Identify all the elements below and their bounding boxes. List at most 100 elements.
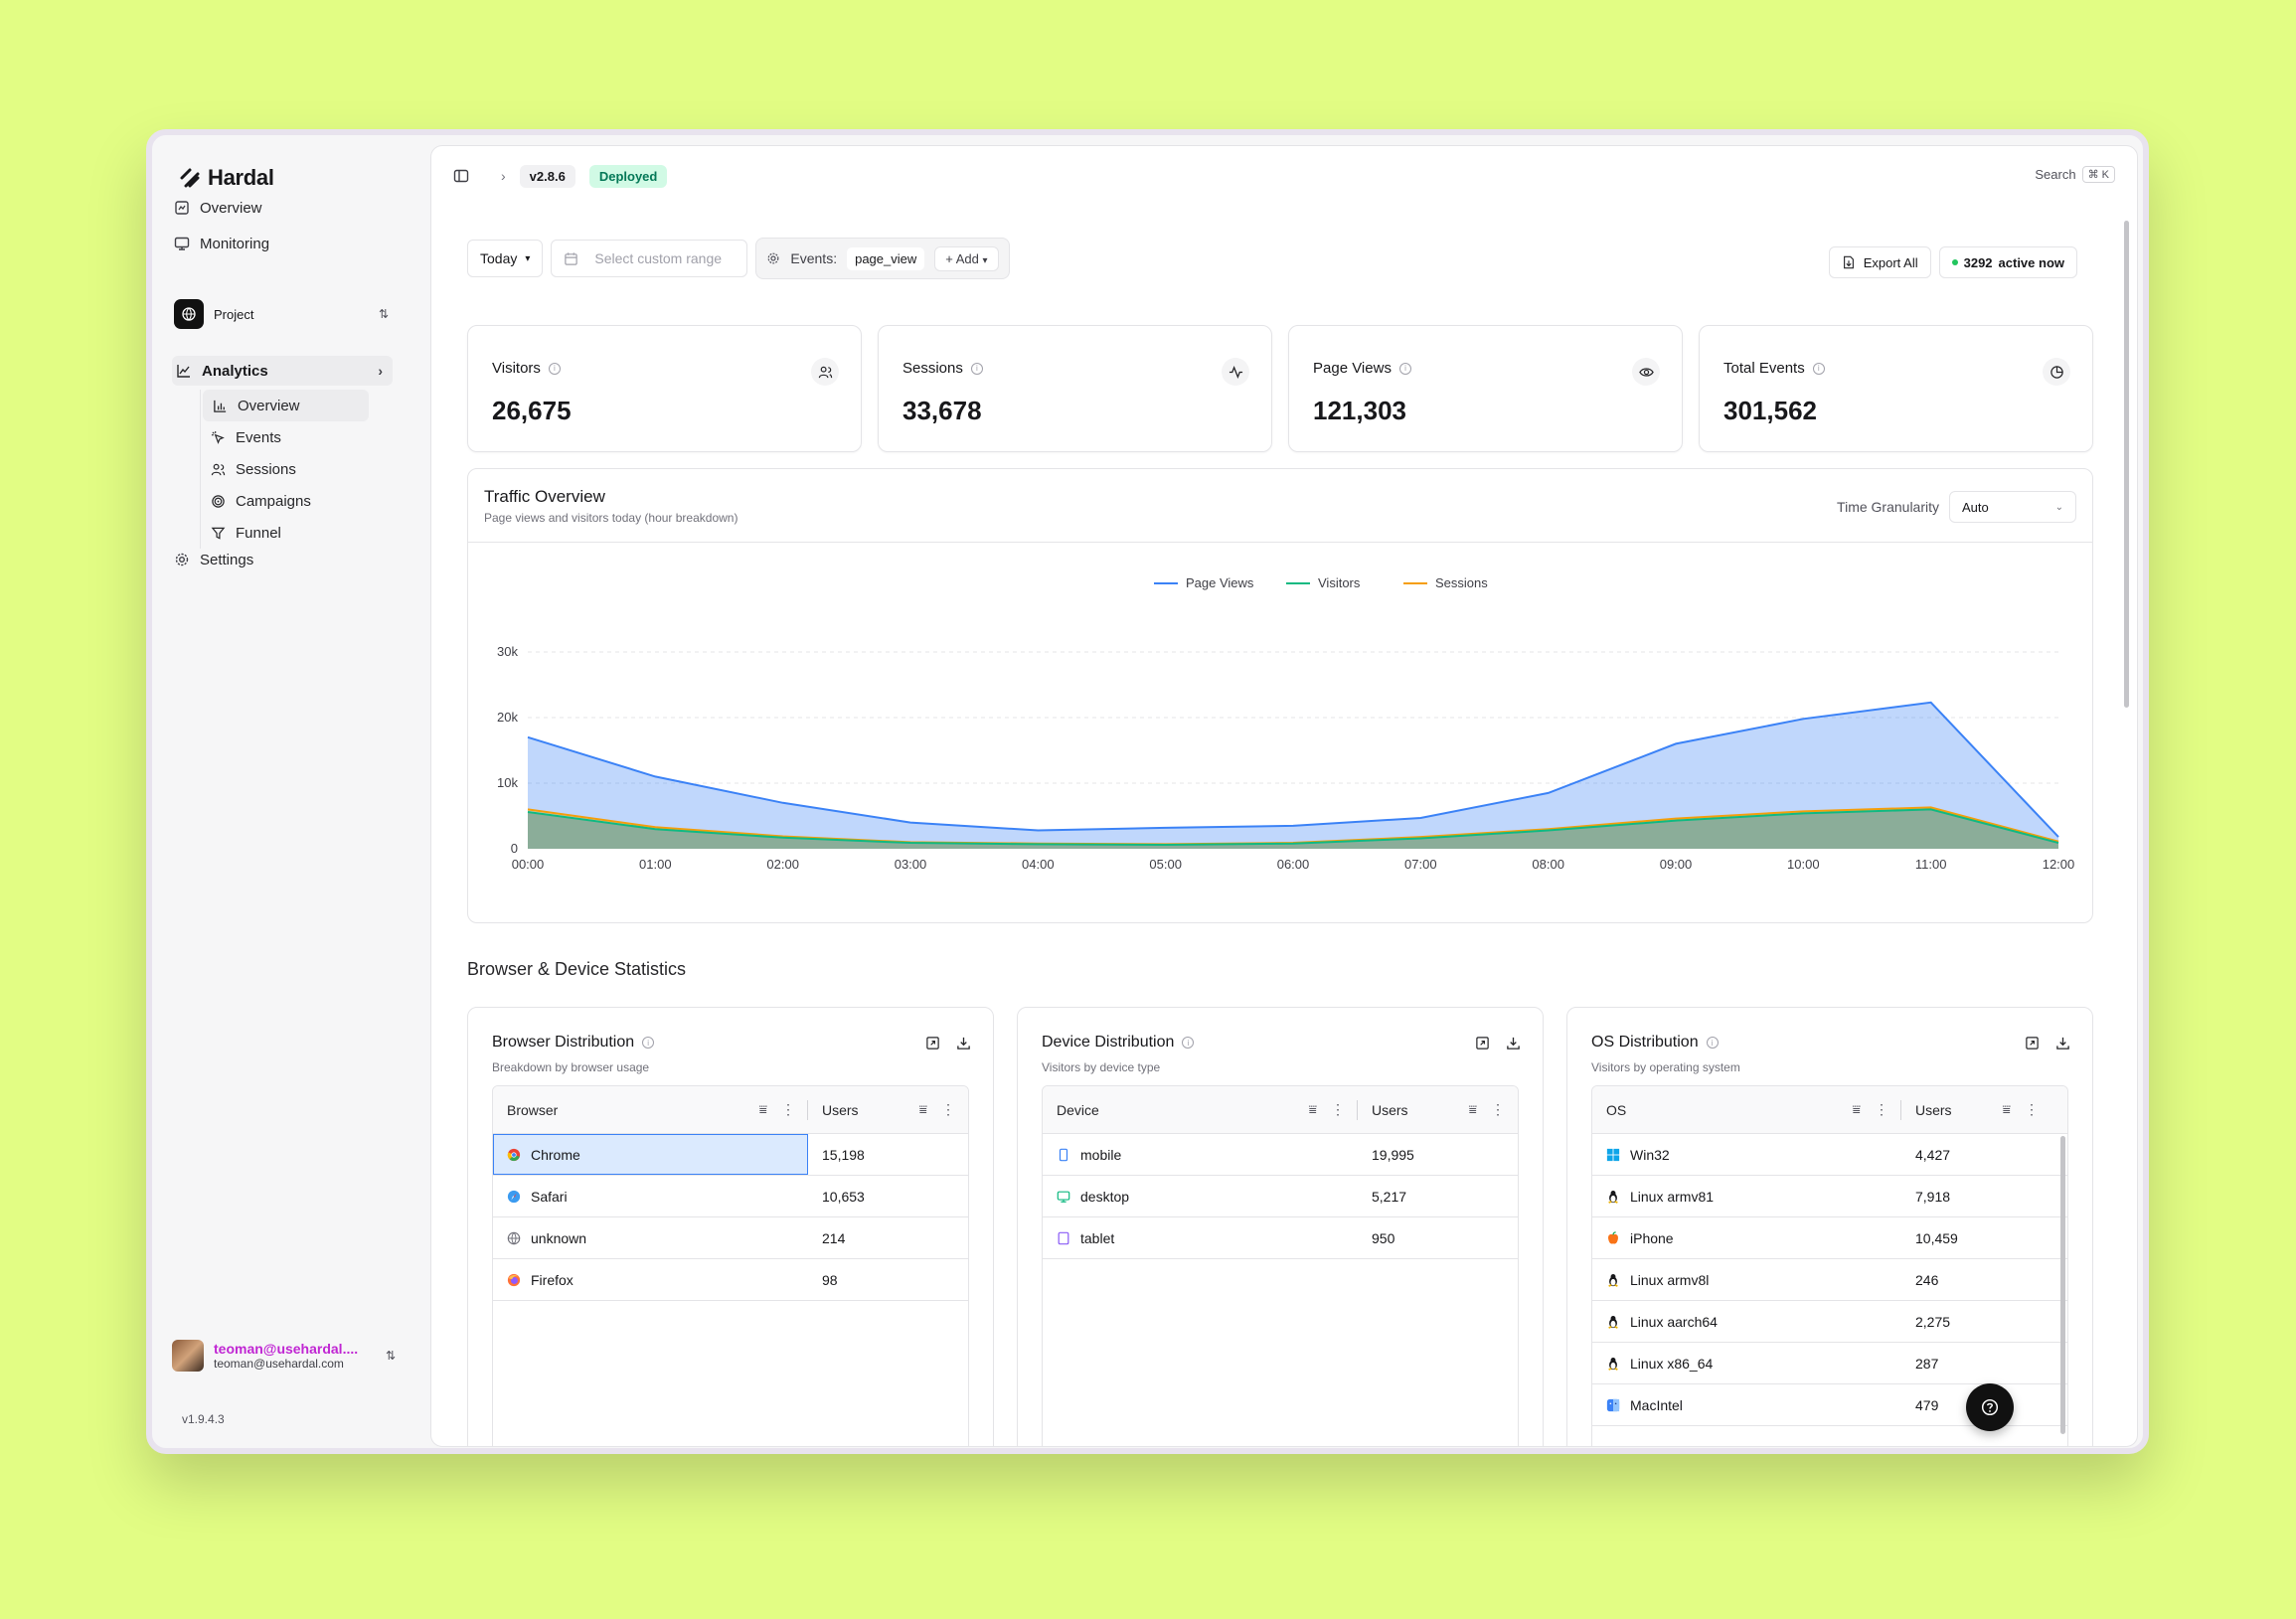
browser-cell[interactable]: Chrome [493, 1134, 808, 1175]
column-header-users[interactable]: Users ⩸ ⋮ [808, 1086, 967, 1133]
os-cell[interactable]: Linux aarch64 [1592, 1301, 1901, 1342]
filter-icon[interactable]: ⩸ [1308, 1101, 1317, 1117]
nav-settings[interactable]: Settings [174, 545, 253, 574]
browser-cell[interactable]: Safari [493, 1176, 808, 1216]
filter-icon[interactable]: ⩸ [918, 1101, 927, 1117]
table-row[interactable]: iPhone 10,459 [1592, 1217, 2067, 1259]
expand-icon[interactable] [2025, 1036, 2040, 1051]
more-vertical-icon[interactable]: ⋮ [941, 1101, 955, 1117]
help-circle-icon [1981, 1398, 1999, 1416]
users-cell: 479 [1915, 1396, 1939, 1413]
device-cell[interactable]: tablet [1043, 1217, 1358, 1258]
column-tools: ⩸ ⋮ [2002, 1101, 2050, 1118]
table-row[interactable]: unknown 214 [493, 1217, 968, 1259]
table-row[interactable]: Chrome 15,198 [493, 1134, 968, 1176]
table-row[interactable]: desktop 5,217 [1043, 1176, 1518, 1217]
os-cell[interactable]: Linux armv8l [1592, 1259, 1901, 1300]
filter-icon[interactable]: ⩸ [1468, 1101, 1477, 1117]
stat-label-text: Total Events [1723, 360, 1805, 377]
sidebar-toggle-icon[interactable] [453, 168, 469, 184]
info-icon[interactable]: i [970, 362, 983, 375]
filter-icon[interactable]: ⩸ [1852, 1101, 1861, 1117]
table-row[interactable]: Firefox 98 [493, 1259, 968, 1301]
table-row[interactable]: Linux x86_64 287 [1592, 1343, 2067, 1384]
nav-overview[interactable]: Overview [174, 193, 262, 223]
column-header-browser[interactable]: Browser ⩸ ⋮ [493, 1086, 807, 1133]
device-cell[interactable]: mobile [1043, 1134, 1358, 1175]
expand-icon[interactable] [1475, 1036, 1490, 1051]
card-actions [1475, 1036, 1521, 1051]
download-icon[interactable] [956, 1036, 971, 1051]
event-tag[interactable]: page_view [847, 246, 925, 270]
users-cell: 214 [822, 1229, 846, 1246]
info-icon[interactable]: i [642, 1037, 655, 1049]
chevron-down-icon: ▾ [982, 254, 988, 266]
info-icon[interactable]: i [1182, 1037, 1195, 1049]
browser-cell[interactable]: Firefox [493, 1259, 808, 1300]
os-cell[interactable]: MacIntel [1592, 1384, 1901, 1425]
add-event-button[interactable]: + Add ▾ [934, 245, 999, 271]
column-separator[interactable] [1900, 1099, 1901, 1120]
table-row[interactable]: Linux aarch64 2,275 [1592, 1301, 2067, 1343]
table-row[interactable]: mobile 19,995 [1043, 1134, 1518, 1176]
subnav-overview[interactable]: Overview [203, 390, 369, 421]
user-menu[interactable]: teoman@usehardal.... teoman@usehardal.co… [172, 1340, 396, 1372]
column-header-users[interactable]: Users ⩸ ⋮ [1901, 1086, 2050, 1133]
main-scrollbar[interactable] [2124, 221, 2129, 708]
info-icon[interactable]: i [1706, 1037, 1719, 1049]
table-row[interactable]: Safari 10,653 [493, 1176, 968, 1217]
subnav-events[interactable]: Events [201, 421, 369, 453]
info-icon[interactable]: i [548, 362, 561, 375]
more-vertical-icon[interactable]: ⋮ [781, 1101, 795, 1117]
table-scrollbar[interactable] [2060, 1136, 2065, 1434]
device-cell[interactable]: desktop [1043, 1176, 1358, 1216]
table-row[interactable]: tablet 950 [1043, 1217, 1518, 1259]
browser-cell[interactable]: unknown [493, 1217, 808, 1258]
column-header-os[interactable]: OS ⩸ ⋮ [1592, 1086, 1900, 1133]
more-vertical-icon[interactable]: ⋮ [1331, 1101, 1345, 1117]
main-panel: › v2.8.6 Deployed Search ⌘ K Today ▾ Sel… [430, 145, 2138, 1447]
more-vertical-icon[interactable]: ⋮ [1491, 1101, 1505, 1117]
os-cell[interactable]: Linux x86_64 [1592, 1343, 1901, 1383]
globe-icon [507, 1231, 521, 1244]
subnav-funnel[interactable]: Funnel [201, 517, 369, 549]
more-vertical-icon[interactable]: ⋮ [2025, 1101, 2039, 1117]
column-separator[interactable] [1357, 1099, 1358, 1120]
download-icon[interactable] [2055, 1036, 2070, 1051]
more-vertical-icon[interactable]: ⋮ [1875, 1101, 1888, 1117]
project-switcher[interactable]: Project ⇅ [174, 297, 389, 331]
linux-icon [1608, 1315, 1618, 1329]
users-cell: 2,275 [1915, 1313, 1951, 1330]
subnav-campaigns[interactable]: Campaigns [201, 485, 369, 517]
nav-monitoring[interactable]: Monitoring [174, 229, 269, 258]
users-cell: 15,198 [822, 1146, 865, 1163]
column-separator[interactable] [807, 1099, 808, 1120]
table-row[interactable]: MacIntel 479 [1592, 1384, 2067, 1426]
column-header-device[interactable]: Device ⩸ ⋮ [1043, 1086, 1357, 1133]
table-row[interactable]: Linux armv81 7,918 [1592, 1176, 2067, 1217]
column-header-users[interactable]: Users ⩸ ⋮ [1358, 1086, 1517, 1133]
nav-analytics[interactable]: Analytics › [172, 356, 393, 386]
granularity-select[interactable]: Auto ⌄ [1949, 491, 2076, 523]
subnav-sessions[interactable]: Sessions [201, 453, 369, 485]
custom-range-input[interactable]: Select custom range [551, 240, 748, 277]
nav-overview-label: Overview [200, 199, 262, 217]
target-icon [212, 494, 225, 508]
info-icon[interactable]: i [1398, 362, 1411, 375]
export-all-button[interactable]: Export All [1828, 246, 1931, 278]
search-button[interactable]: Search ⌘ K [2035, 166, 2115, 183]
table-row[interactable]: Win32 4,427 [1592, 1134, 2067, 1176]
os-cell[interactable]: iPhone [1592, 1217, 1901, 1258]
filter-icon[interactable]: ⩸ [758, 1101, 767, 1117]
expand-icon[interactable] [925, 1036, 940, 1051]
traffic-subtitle: Page views and visitors today (hour brea… [484, 511, 738, 525]
date-range-select[interactable]: Today ▾ [467, 240, 544, 277]
filter-icon[interactable]: ⩸ [2002, 1101, 2011, 1117]
help-button[interactable] [1966, 1383, 2014, 1431]
os-cell[interactable]: Win32 [1592, 1134, 1901, 1175]
info-icon[interactable]: i [1812, 362, 1825, 375]
download-icon[interactable] [1506, 1036, 1521, 1051]
table-row[interactable]: Linux armv8l 246 [1592, 1259, 2067, 1301]
os-cell[interactable]: Linux armv81 [1592, 1176, 1901, 1216]
brand-logo[interactable]: Hardal [180, 165, 274, 191]
